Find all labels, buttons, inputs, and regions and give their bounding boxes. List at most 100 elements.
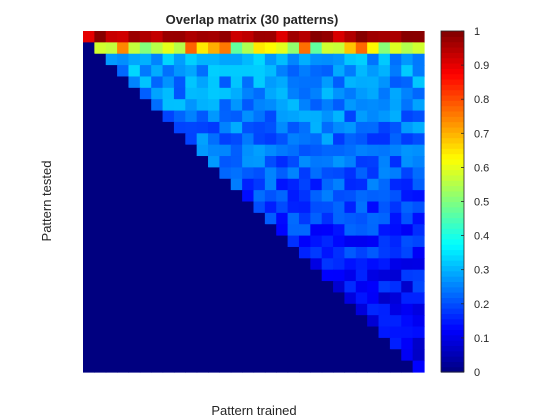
heatmap-cell (117, 99, 130, 112)
heatmap-cell (208, 337, 220, 350)
colorbar-segment (441, 105, 464, 112)
heatmap-cell (185, 246, 198, 259)
heatmap-cell (117, 292, 130, 305)
heatmap-cell (287, 190, 300, 203)
heatmap-cell (208, 212, 220, 225)
heatmap-cell (117, 76, 130, 89)
heatmap-cell (287, 42, 300, 55)
heatmap-cell (321, 269, 334, 282)
heatmap-cell (185, 224, 198, 237)
heatmap-cell (344, 121, 357, 134)
heatmap-cell (185, 292, 198, 305)
heatmap-cell (287, 167, 300, 180)
heatmap-cell (242, 326, 255, 339)
heatmap-cell (321, 224, 334, 237)
heatmap-cell (253, 292, 266, 305)
heatmap-cell (151, 65, 164, 78)
heatmap-cell (185, 303, 198, 316)
heatmap-cell (83, 281, 95, 294)
heatmap-cell (298, 292, 311, 305)
heatmap-cell (242, 224, 255, 237)
heatmap-cell (105, 258, 118, 271)
heatmap-cell (94, 281, 107, 294)
heatmap-cell (344, 349, 357, 362)
heatmap-cell (287, 121, 300, 134)
heatmap-cell (208, 315, 220, 328)
heatmap-cell (310, 303, 323, 316)
heatmap-cell (117, 258, 130, 271)
heatmap-cell (287, 31, 300, 43)
heatmap-cell (196, 360, 209, 373)
heatmap-cell (196, 87, 209, 100)
heatmap-cell (321, 53, 334, 66)
heatmap-cell (367, 235, 380, 248)
heatmap-cell (344, 269, 357, 282)
heatmap-cell (310, 224, 323, 237)
heatmap-cell (173, 235, 186, 248)
heatmap-cell (94, 201, 107, 214)
heatmap-cell (94, 337, 107, 350)
heatmap-cell (230, 303, 243, 316)
heatmap-cell (230, 99, 243, 112)
heatmap-cell (117, 144, 130, 157)
heatmap-cell (162, 53, 175, 66)
heatmap-cell (105, 269, 118, 282)
heatmap-cell (344, 360, 357, 373)
heatmap-cell (276, 269, 289, 282)
heatmap-cell (105, 326, 118, 339)
heatmap-cell (230, 201, 243, 214)
heatmap-cell (276, 360, 289, 373)
heatmap-cell (412, 99, 425, 112)
heatmap-cell (83, 224, 95, 237)
heatmap-cell (264, 269, 277, 282)
heatmap-cell (230, 349, 243, 362)
heatmap-cell (105, 281, 118, 294)
heatmap-cell (264, 99, 277, 112)
heatmap-cell (276, 224, 289, 237)
heatmap-cell (128, 360, 141, 373)
heatmap-cell (298, 326, 311, 339)
heatmap-cell (151, 144, 164, 157)
heatmap-cell (185, 360, 198, 373)
heatmap-cell (117, 190, 130, 203)
heatmap-cell (83, 76, 95, 89)
heatmap-cell (139, 87, 152, 100)
heatmap-cell (94, 303, 107, 316)
heatmap-cell (401, 53, 414, 66)
heatmap-cell (242, 65, 255, 78)
heatmap-cell (196, 190, 209, 203)
heatmap-cell (151, 235, 164, 248)
heatmap-cell (378, 224, 391, 237)
heatmap-cell (287, 99, 300, 112)
heatmap-cell (310, 42, 323, 55)
heatmap-cell (367, 76, 380, 89)
heatmap-cell (128, 235, 141, 248)
heatmap-cell (83, 133, 95, 146)
heatmap-cell (219, 326, 232, 339)
heatmap-cell (117, 110, 130, 123)
heatmap-cell (242, 42, 255, 55)
heatmap-cell (139, 121, 152, 134)
heatmap-cell (401, 360, 414, 373)
heatmap-cell (139, 144, 152, 157)
heatmap-cell (378, 31, 391, 43)
heatmap-cell (264, 292, 277, 305)
heatmap-cell (310, 292, 323, 305)
heatmap-cell (264, 121, 277, 134)
colorbar-segment (441, 201, 464, 208)
heatmap-cell (151, 337, 164, 350)
heatmap-cell (321, 99, 334, 112)
heatmap-cell (253, 144, 266, 157)
heatmap-cell (151, 121, 164, 134)
heatmap-cell (287, 349, 300, 362)
heatmap-cell (117, 31, 130, 43)
heatmap-cell (378, 190, 391, 203)
heatmap-cell (298, 281, 311, 294)
heatmap-cell (242, 349, 255, 362)
heatmap-cell (230, 212, 243, 225)
heatmap-cell (321, 315, 334, 328)
colorbar-segment (441, 84, 464, 91)
heatmap-cell (83, 42, 95, 55)
heatmap-grid (83, 31, 425, 373)
heatmap-cell (253, 315, 266, 328)
